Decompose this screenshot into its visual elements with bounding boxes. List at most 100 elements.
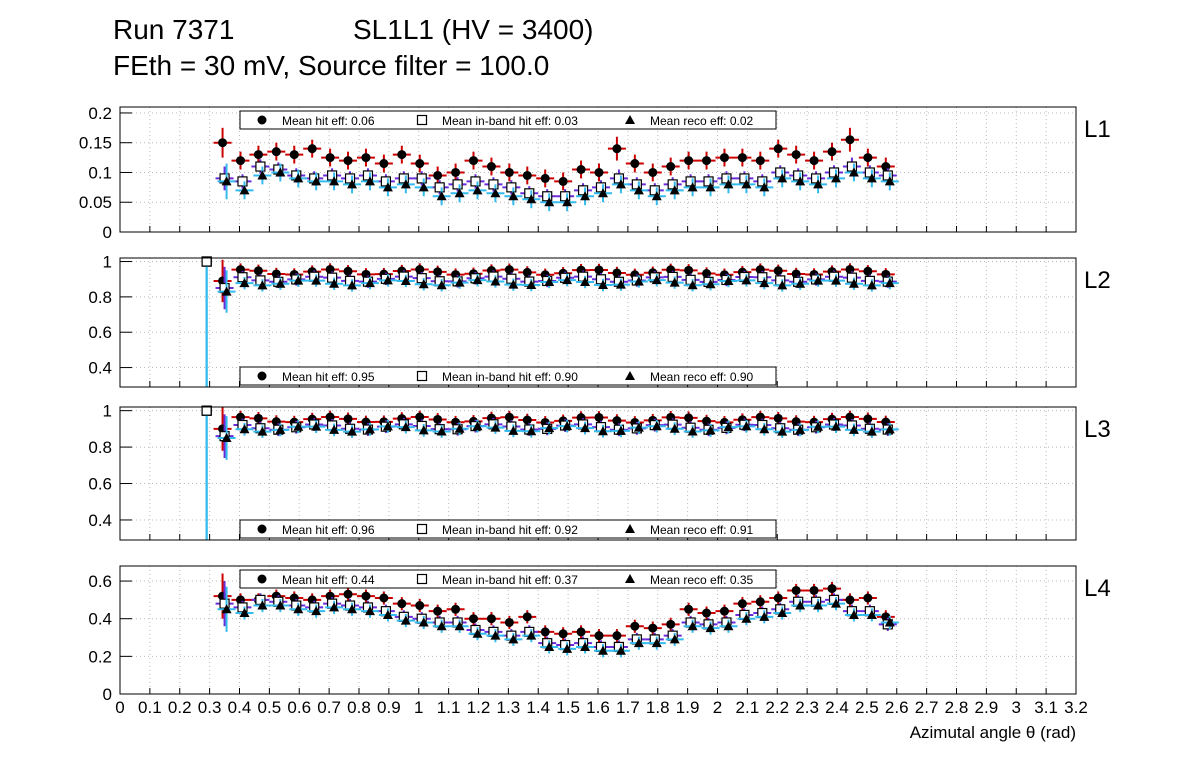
data-point: [311, 421, 322, 431]
data-point: [884, 617, 895, 627]
data-point: [703, 176, 714, 187]
data-point: [257, 170, 268, 180]
data-point: [504, 412, 514, 422]
data-point: [472, 275, 483, 285]
data-point: [773, 266, 783, 276]
data-point: [813, 179, 824, 189]
data-point: [343, 589, 353, 599]
data-point: [433, 606, 443, 616]
data-point: [544, 641, 555, 651]
data-point: [723, 276, 734, 286]
data-point: [775, 167, 786, 178]
data-point: [558, 176, 568, 186]
data-point: [577, 185, 589, 196]
data-point: [364, 278, 375, 288]
data-point: [451, 604, 461, 614]
data-point: [795, 600, 806, 610]
data-point: [597, 426, 608, 436]
data-point: [526, 194, 537, 204]
data-point: [201, 256, 212, 267]
data-point: [881, 162, 891, 172]
data-point: [329, 278, 340, 288]
data-point: [827, 147, 837, 157]
data-point: [755, 597, 765, 607]
x-tick-label: 0.8: [347, 698, 371, 717]
data-point: [795, 278, 806, 288]
data-point: [705, 182, 716, 192]
data-point: [757, 272, 768, 283]
data-point: [741, 421, 752, 431]
y-tick-label: 0: [103, 223, 112, 242]
data-point: [415, 412, 425, 422]
data-point: [594, 631, 604, 641]
data-point: [472, 185, 483, 195]
data-point: [526, 280, 537, 290]
data-point: [540, 173, 550, 183]
data-point: [504, 167, 514, 177]
data-point: [866, 173, 877, 183]
data-point: [884, 278, 895, 288]
data-point: [415, 265, 425, 275]
data-point: [221, 176, 232, 186]
data-point: [364, 606, 375, 616]
x-tick-label: 1.3: [497, 698, 521, 717]
data-point: [415, 601, 425, 611]
panel-L2: 0.4 0.6 0.8 1 L2 Mean hit eff: 0.95 Mean in-ba…: [88, 253, 1111, 388]
x-tick-label: 0: [115, 698, 124, 717]
data-point: [687, 621, 698, 631]
data-point: [580, 191, 591, 201]
data-point: [759, 611, 770, 621]
data-point: [472, 421, 483, 431]
data-point: [777, 426, 788, 436]
data-point: [884, 176, 895, 186]
data-point: [522, 612, 532, 622]
data-point: [293, 173, 304, 183]
data-point: [702, 608, 712, 618]
x-tick-label: 2.4: [825, 698, 849, 717]
data-point: [882, 170, 893, 181]
data-point: [669, 423, 680, 433]
data-point: [490, 276, 501, 286]
y-tick-label: 0.8: [88, 438, 112, 457]
data-point: [576, 165, 586, 174]
data-point: [633, 422, 644, 432]
data-point: [275, 167, 286, 177]
data-point: [759, 182, 770, 192]
data-point: [271, 147, 281, 157]
x-tick-label: 1.2: [467, 698, 491, 717]
data-point: [723, 179, 734, 189]
data-point: [773, 144, 783, 154]
data-point: [436, 191, 447, 201]
x-tick-label: 1: [414, 698, 423, 717]
panel-label: L4: [1084, 575, 1111, 602]
data-point: [846, 161, 858, 172]
x-tick-label: 1.5: [556, 698, 580, 717]
data-point: [275, 600, 286, 610]
data-point: [293, 421, 304, 431]
data-point: [470, 176, 481, 187]
data-point: [364, 424, 375, 434]
x-tick-label: 1.1: [437, 698, 461, 717]
data-point: [845, 412, 855, 422]
data-point: [612, 144, 622, 154]
data-point: [490, 422, 501, 432]
x-tick-label: 0.4: [228, 698, 252, 717]
data-point: [615, 425, 626, 435]
data-point: [454, 188, 465, 198]
data-point: [347, 179, 358, 189]
chamber-label: SL1L1 (HV = 3400): [353, 14, 594, 45]
x-tick-label: 0.7: [317, 698, 341, 717]
data-point: [684, 265, 694, 275]
data-point: [418, 425, 429, 435]
data-point: [293, 604, 304, 614]
data-point: [221, 604, 232, 614]
panel-L4: 0 0.2 0.4 0.6 L4 Mean hit eff: 0.44 Mean in-ba…: [88, 565, 1111, 704]
x-tick-label: 0.3: [198, 698, 222, 717]
data-point: [595, 182, 607, 193]
data-point: [702, 156, 712, 166]
data-point: [469, 614, 479, 624]
data-point: [558, 629, 568, 639]
data-point: [562, 197, 573, 207]
y-tick-label: 1: [103, 253, 112, 272]
data-point: [685, 176, 696, 187]
